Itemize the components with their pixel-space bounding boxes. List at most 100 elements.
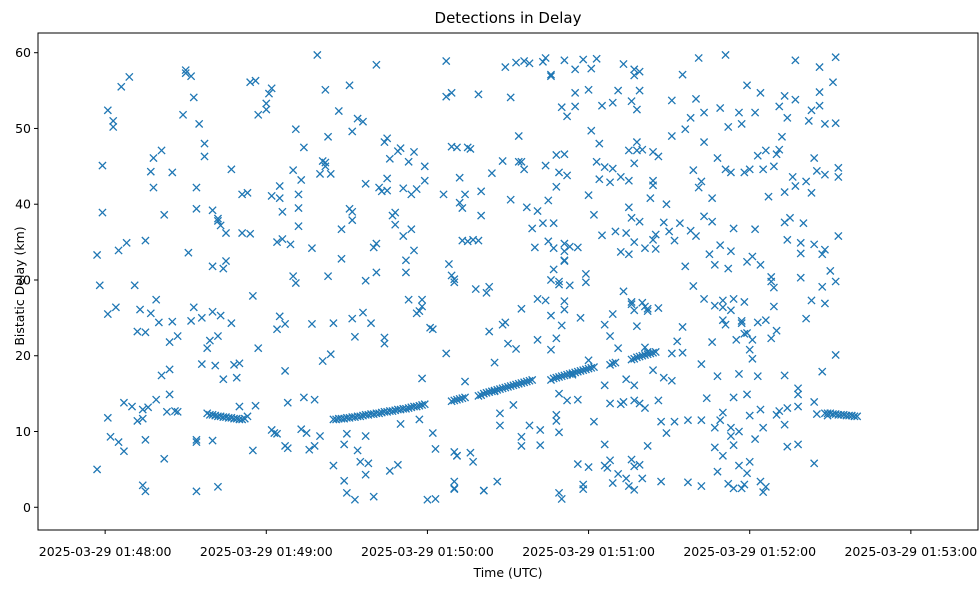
data-point <box>614 344 623 353</box>
data-point <box>474 236 483 245</box>
data-point <box>565 369 574 378</box>
data-point <box>221 228 231 238</box>
data-point <box>643 306 652 316</box>
data-point <box>630 462 639 471</box>
data-point <box>248 446 257 455</box>
data-point <box>554 488 564 497</box>
data-point <box>560 150 569 159</box>
data-point <box>643 347 652 357</box>
data-point <box>127 402 137 411</box>
data-point <box>487 169 496 178</box>
data-point <box>229 360 239 369</box>
data-point <box>375 183 384 192</box>
data-point <box>753 151 762 160</box>
data-point <box>571 102 580 111</box>
data-point <box>135 305 145 314</box>
data-point <box>428 325 437 334</box>
data-point <box>751 108 760 117</box>
data-point <box>254 344 263 353</box>
data-point <box>767 334 776 343</box>
data-point <box>380 339 389 348</box>
data-point <box>138 481 147 490</box>
data-point <box>812 166 821 175</box>
data-point <box>103 413 112 422</box>
data-point <box>348 216 357 225</box>
data-point <box>326 350 335 359</box>
data-point <box>528 224 537 233</box>
data-point <box>315 431 325 441</box>
data-point <box>530 243 539 252</box>
data-point <box>608 478 617 488</box>
data-point <box>168 317 177 326</box>
data-point <box>200 152 209 161</box>
data-point <box>334 106 343 116</box>
data-point <box>337 225 346 234</box>
data-point <box>272 429 282 438</box>
data-point <box>452 143 462 152</box>
data-point <box>571 88 580 97</box>
data-point <box>149 183 158 192</box>
data-point <box>466 448 475 457</box>
data-point <box>654 303 663 313</box>
data-point <box>595 175 604 184</box>
data-point <box>729 224 738 233</box>
data-point <box>235 359 244 368</box>
data-point <box>278 207 287 216</box>
data-point <box>369 492 378 501</box>
data-point <box>769 302 778 311</box>
data-point <box>350 495 359 504</box>
data-point <box>654 152 663 161</box>
data-point <box>538 57 547 66</box>
data-point <box>584 85 593 94</box>
data-point <box>630 396 639 405</box>
data-point <box>281 319 290 328</box>
data-point <box>267 84 276 93</box>
data-point <box>654 396 663 405</box>
data-point <box>415 415 424 424</box>
data-point <box>605 399 615 408</box>
data-point <box>697 481 706 491</box>
data-point <box>820 299 829 308</box>
data-point <box>447 88 456 97</box>
data-point <box>517 157 526 166</box>
data-point <box>372 268 381 277</box>
data-point <box>243 412 252 421</box>
data-point <box>581 278 590 287</box>
data-point <box>699 138 709 147</box>
data-point <box>640 403 650 413</box>
data-point <box>452 395 462 404</box>
data-point <box>745 411 754 420</box>
data-point <box>614 469 623 478</box>
data-point <box>742 81 752 90</box>
data-point <box>627 97 636 106</box>
data-point <box>560 297 569 306</box>
data-point <box>592 54 601 63</box>
data-point <box>404 403 413 413</box>
data-point <box>144 403 153 412</box>
data-point <box>624 250 633 259</box>
data-point <box>691 231 701 241</box>
data-point <box>533 206 542 216</box>
data-point <box>393 460 402 469</box>
data-point <box>133 416 142 425</box>
data-point <box>802 177 811 186</box>
data-point <box>724 264 733 273</box>
data-point <box>710 301 719 310</box>
data-point <box>557 103 566 112</box>
data-point <box>423 495 432 504</box>
data-point <box>683 478 693 487</box>
data-point <box>729 441 738 450</box>
data-point <box>342 429 351 438</box>
data-point <box>307 319 317 328</box>
data-point <box>597 101 607 110</box>
data-point <box>573 243 582 252</box>
data-point <box>485 282 494 291</box>
data-point <box>622 375 631 384</box>
data-point <box>635 86 644 95</box>
data-point <box>509 400 518 410</box>
data-point <box>708 194 717 203</box>
data-point <box>514 131 523 141</box>
data-point <box>383 134 392 143</box>
data-point <box>511 380 521 389</box>
data-point <box>796 273 805 282</box>
